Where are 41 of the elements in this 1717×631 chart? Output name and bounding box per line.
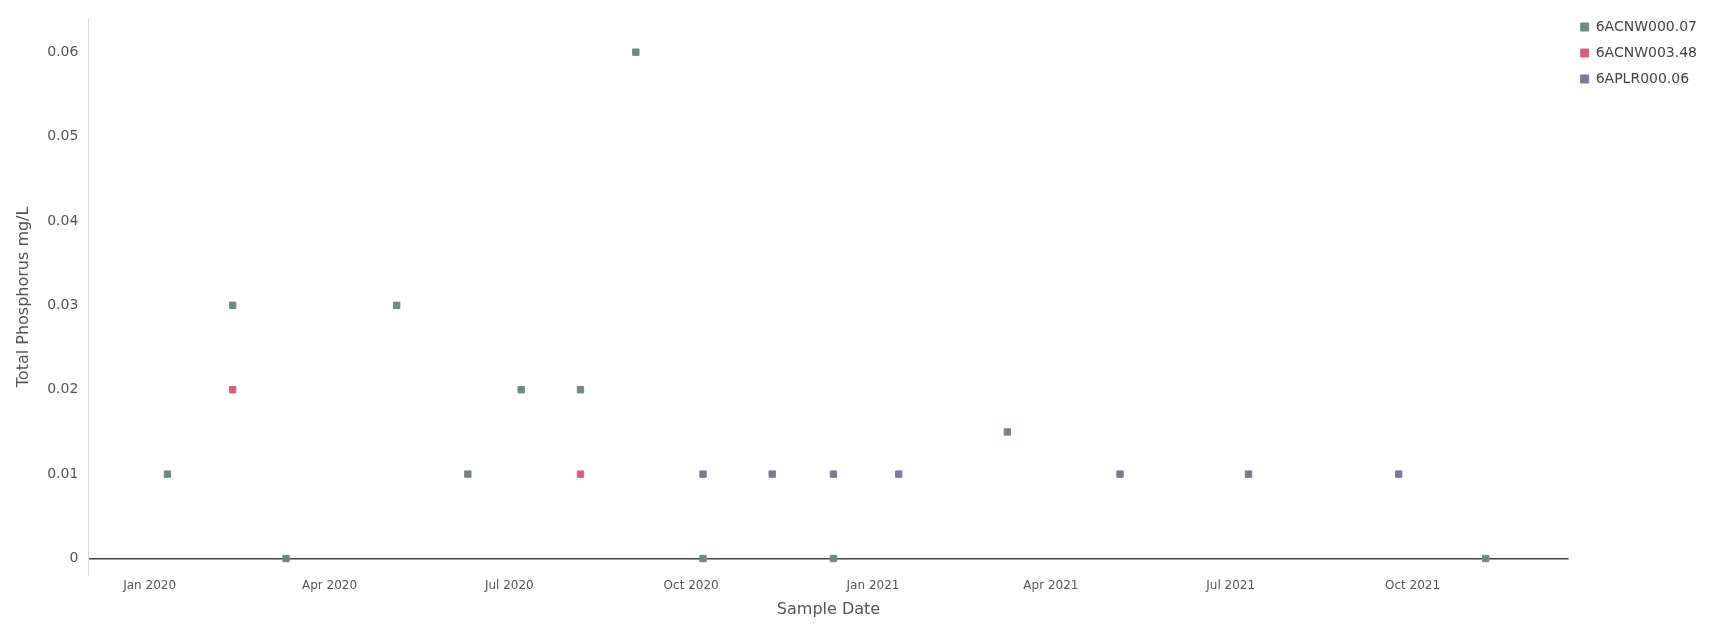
point (1116, 470, 1124, 478)
y-tick-label: 0.06 (47, 42, 79, 59)
point (517, 386, 525, 394)
y-tick-label: 0 (69, 549, 79, 566)
x-tick-label: Oct 2020 (663, 577, 719, 592)
point (699, 470, 707, 478)
point (228, 386, 237, 394)
legend-label: 6ACNW003.48 (1595, 43, 1698, 60)
legend-label: 6APLR000.06 (1595, 69, 1690, 86)
x-tick-label: Jan 2020 (122, 577, 177, 592)
point (228, 301, 237, 310)
x-tick-label: Oct 2021 (1385, 577, 1441, 592)
x-tick-label: Jul 2021 (1205, 577, 1256, 592)
point (1395, 470, 1403, 478)
point (1244, 470, 1253, 478)
x-axis-title: Sample Date (776, 598, 881, 618)
point (699, 554, 707, 563)
x-tick-label: Apr 2021 (1023, 577, 1079, 592)
x-tick-label: Apr 2020 (301, 577, 358, 592)
point (393, 301, 401, 310)
y-tick-label: 0.04 (47, 211, 79, 228)
point (1481, 554, 1490, 563)
point (829, 554, 838, 563)
x-tick-label: Jul 2020 (483, 577, 534, 592)
point (632, 48, 640, 56)
x-tick-label: Jan 2021 (845, 577, 900, 592)
point (768, 470, 776, 478)
point (829, 470, 838, 478)
y-tick-label: 0.05 (47, 127, 79, 144)
y-tick-label: 0.02 (47, 380, 79, 397)
point (576, 386, 585, 394)
point (895, 470, 903, 478)
point (576, 470, 585, 478)
legend-label: 6ACNW000.07 (1595, 17, 1698, 34)
point (464, 470, 472, 478)
point (282, 554, 290, 563)
y-axis-title: Total Phosphorus mg/L (12, 206, 32, 389)
y-tick-label: 0.03 (47, 295, 79, 312)
point (1003, 428, 1012, 436)
point (163, 470, 172, 478)
y-tick-label: 0.01 (47, 464, 79, 481)
